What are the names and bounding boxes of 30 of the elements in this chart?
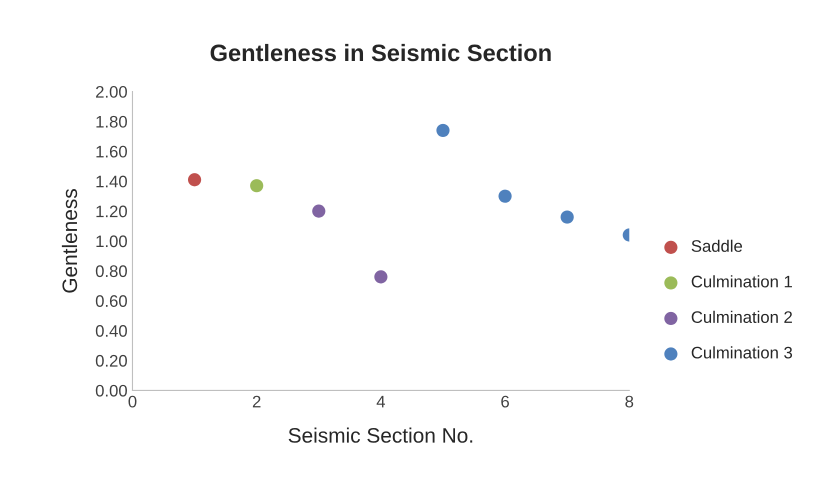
y-tick-label: 0.60 [96,295,127,307]
y-tick-label: 1.60 [96,146,127,158]
y-tick-label: 1.20 [96,206,127,218]
y-tick-label: 0.80 [96,265,127,278]
point [250,179,264,192]
y-tick-label: 1.40 [96,176,127,188]
y-tick-label: 1.00 [96,235,127,248]
point [188,173,202,186]
y-tick-label: 0.40 [96,325,127,337]
y-axis-title: Gentleness [62,189,78,293]
y-tick-label: 0.00 [96,384,127,397]
x-tick-label: 0 [128,396,136,408]
x-tick-label: 8 [625,396,634,408]
legend-label: Culmination 1 [692,275,792,288]
point [498,190,512,203]
point [436,124,450,138]
legend-label: Culmination 3 [692,346,792,359]
legend-label: Culmination 2 [692,310,792,324]
legend-label: Saddle [692,240,742,252]
point [312,204,326,218]
y-tick-label: 1.80 [96,116,127,128]
x-tick-label: 6 [501,396,509,408]
x-tick-label: 4 [376,396,386,408]
x-tick-label: 2 [252,396,260,408]
chart-title: Gentleness in Seismic Section [210,44,551,62]
y-tick-label: 0.20 [96,354,127,367]
point [560,210,574,224]
y-tick-label: 2.00 [96,86,127,98]
point [374,270,388,284]
x-axis-title: Seismic Section No. [288,427,472,443]
